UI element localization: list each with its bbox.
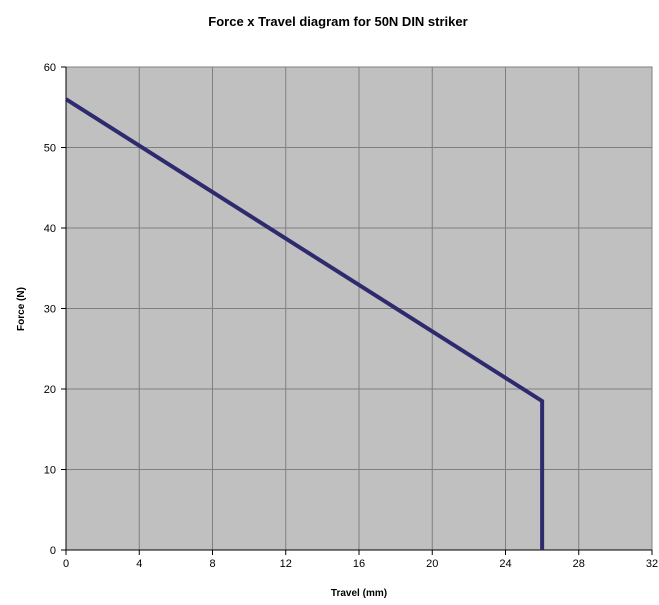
x-tick-label: 24	[499, 558, 511, 570]
x-axis-label: Travel (mm)	[331, 588, 387, 599]
x-tick-label: 32	[646, 558, 658, 570]
x-tick-label: 28	[573, 558, 585, 570]
tick-labels: 0 4 8 12 16 20 24 28 32 0 10 20 30 40 50 60	[44, 62, 658, 570]
x-tick-label: 8	[209, 558, 215, 570]
y-tick-label: 10	[44, 465, 56, 477]
x-tick-label: 12	[280, 558, 292, 570]
y-tick-label: 0	[50, 545, 56, 557]
y-tick-label: 50	[44, 143, 56, 155]
x-tick-label: 4	[136, 558, 142, 570]
x-tick-label: 16	[353, 558, 365, 570]
y-tick-label: 20	[44, 384, 56, 396]
x-tick-label: 20	[426, 558, 438, 570]
y-tick-label: 40	[44, 223, 56, 235]
chart-title: Force x Travel diagram for 50N DIN strik…	[208, 14, 467, 29]
y-tick-label: 60	[44, 62, 56, 74]
y-axis-label: Force (N)	[16, 287, 27, 331]
x-tick-label: 0	[63, 558, 69, 570]
series-layer	[64, 97, 545, 551]
y-tick-label: 30	[44, 304, 56, 316]
